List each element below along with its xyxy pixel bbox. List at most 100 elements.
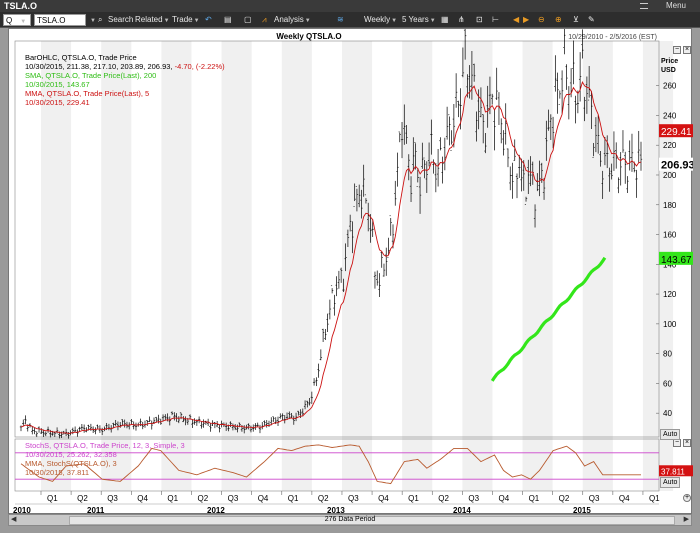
zoom-in-icon[interactable]: ⊕ — [555, 15, 562, 24]
y-tick-label: 100 — [663, 320, 677, 329]
quarter-band — [221, 41, 252, 491]
year-label: 2013 — [327, 506, 345, 515]
period-scrollbar[interactable]: ◀ 276 Data Period ▶ — [8, 514, 692, 526]
layout-icon[interactable]: ▢ — [244, 15, 252, 24]
y-tick-label: 60 — [663, 379, 672, 388]
stoch-pane-frame — [14, 438, 660, 492]
related-button[interactable]: Related▼ — [135, 15, 170, 24]
price-axis-label: Price — [661, 58, 678, 65]
close-price-pane-icon[interactable]: × — [683, 46, 691, 54]
year-label: 2011 — [87, 506, 105, 515]
quarter-label: Q2 — [318, 494, 329, 503]
quarter-band — [101, 41, 132, 491]
search-icon[interactable]: ⌕ — [98, 15, 103, 24]
quarter-label: Q2 — [438, 494, 449, 503]
y-tick-label: 200 — [663, 171, 677, 180]
y-tick-label: 160 — [663, 231, 677, 240]
scroll-right-arrow-icon[interactable]: ▶ — [683, 516, 689, 523]
menu-button[interactable]: Menu — [665, 1, 686, 10]
analysis-button[interactable]: Analysis▼ — [274, 15, 311, 24]
year-label: 2010 — [13, 506, 31, 515]
y-tick-label: 80 — [663, 350, 672, 359]
chart-panel[interactable]: Weekly QTSLA.O 10/29/2010 - 2/5/2016 (EST… — [8, 28, 693, 515]
close-stoch-pane-icon[interactable]: × — [683, 439, 691, 447]
legend-stoch: StochS, QTSLA.O, Trade Price, 12, 3, Sim… — [25, 441, 185, 450]
calendar-icon[interactable]: ▦ — [441, 15, 449, 24]
quarter-band — [402, 41, 433, 491]
range-select[interactable]: 5 Years▼ — [402, 15, 436, 24]
quarter-label: Q4 — [378, 494, 389, 503]
legend-line: BarOHLC, QTSLA.O, Trade Price — [25, 53, 137, 62]
quarter-label: Q4 — [619, 494, 630, 503]
search-button[interactable]: Search — [108, 15, 134, 24]
sma-badge-text: 143.67 — [661, 255, 692, 266]
scrollbar-thumb[interactable] — [69, 516, 675, 525]
trade-button[interactable]: Trade▼ — [172, 15, 200, 24]
toolbar: Q ▼ TSLA.O ▼ ⌕ Search Related▼ Trade▼ ↶ ▤… — [0, 12, 700, 28]
quarter-band — [522, 41, 553, 491]
sma-badge — [659, 251, 693, 265]
auto-scale-stoch-button[interactable]: Auto — [660, 477, 681, 488]
y-tick-label: 220 — [663, 141, 677, 150]
quarter-label: Q3 — [348, 494, 359, 503]
scroll-right-icon[interactable]: ▶ — [523, 15, 530, 24]
mma-badge — [659, 124, 693, 138]
legend-mma: MMA, QTSLA.O, Trade Price(Last), 5 — [25, 89, 150, 98]
legend-mma-value: 10/30/2015, 229.41 — [25, 98, 90, 107]
quarter-label: Q3 — [589, 494, 600, 503]
legend-ohlc: 10/30/2015, 211.38, 217.10, 203.89, 206.… — [25, 62, 173, 71]
interval-select[interactable]: Weekly▼ — [364, 15, 398, 24]
undo-icon[interactable]: ↶ — [205, 15, 212, 24]
range-label: 5 Years — [402, 15, 429, 24]
stoch-badge-text: 37.811 — [661, 467, 685, 476]
collapse-stoch-pane-button[interactable]: − — [673, 439, 681, 447]
chevron-down-icon: ▼ — [20, 19, 27, 25]
crosshair-icon[interactable]: ⊡ — [476, 15, 483, 24]
auto-scale-price-button[interactable]: Auto — [660, 429, 681, 440]
scroll-left-icon[interactable]: ◀ — [513, 15, 520, 24]
y-tick-label: 180 — [663, 201, 677, 210]
analysis-icon[interactable]: ⩘ — [262, 15, 267, 24]
settings-icon[interactable]: ✎ — [588, 15, 595, 24]
quarter-label: Q2 — [198, 494, 209, 503]
quarter-label: Q1 — [529, 494, 540, 503]
quarter-label: Q2 — [559, 494, 570, 503]
quarter-band — [161, 41, 192, 491]
studies-icon[interactable]: ≋ — [337, 15, 344, 24]
period-value: Q — [6, 16, 13, 25]
window-titlebar: TSLA.O Menu — [0, 0, 700, 12]
date-range: 10/29/2010 - 2/5/2016 (EST) — [568, 34, 657, 41]
chart-type-icon[interactable]: ⋔ — [458, 15, 465, 24]
caret-icon[interactable]: ▼ — [90, 18, 96, 24]
price-legend: BarOHLC, QTSLA.O, Trade Price 10/30/2015… — [25, 53, 225, 107]
chart-canvas[interactable]: Weekly QTSLA.O 10/29/2010 - 2/5/2016 (EST… — [9, 29, 693, 515]
zoom-out-icon[interactable]: ⊖ — [538, 15, 545, 24]
legend-stoch-value: 10/30/2015, 25.262, 32.358 — [25, 450, 117, 459]
year-label: 2012 — [207, 506, 225, 515]
quarter-label: Q4 — [137, 494, 148, 503]
legend-stoch-mma: MMA, StochS(QTSLA.O), 3 — [25, 459, 117, 468]
legend-line: 10/30/2015, 211.38, 217.10, 203.89, 206.… — [25, 62, 225, 71]
quarter-band — [281, 41, 312, 491]
quarter-band — [341, 41, 373, 491]
collapse-price-pane-button[interactable]: − — [673, 46, 681, 54]
quarter-label: Q3 — [468, 494, 479, 503]
symbol-input[interactable]: TSLA.O — [34, 14, 86, 26]
trade-label: Trade — [172, 15, 193, 24]
price-pane-frame — [14, 40, 660, 438]
period-select[interactable]: Q ▼ — [3, 14, 31, 26]
quarter-label: Q1 — [649, 494, 660, 503]
quarter-label: Q4 — [258, 494, 269, 503]
scroll-left-arrow-icon[interactable]: ◀ — [11, 516, 17, 523]
stoch-mma-line — [20, 444, 641, 485]
year-label: 2014 — [453, 506, 471, 515]
add-pane-button[interactable]: + — [683, 494, 691, 502]
interval-label: Weekly — [364, 15, 391, 24]
menu-icon[interactable] — [640, 3, 648, 9]
fit-icon[interactable]: ⊻ — [573, 15, 579, 24]
chart-title: Weekly QTSLA.O — [276, 32, 341, 41]
print-icon[interactable]: ▤ — [224, 15, 232, 24]
pan-icon[interactable]: ⊢ — [492, 15, 499, 24]
mma-badge-text: 229.41 — [661, 127, 692, 138]
quarter-label: Q2 — [77, 494, 88, 503]
